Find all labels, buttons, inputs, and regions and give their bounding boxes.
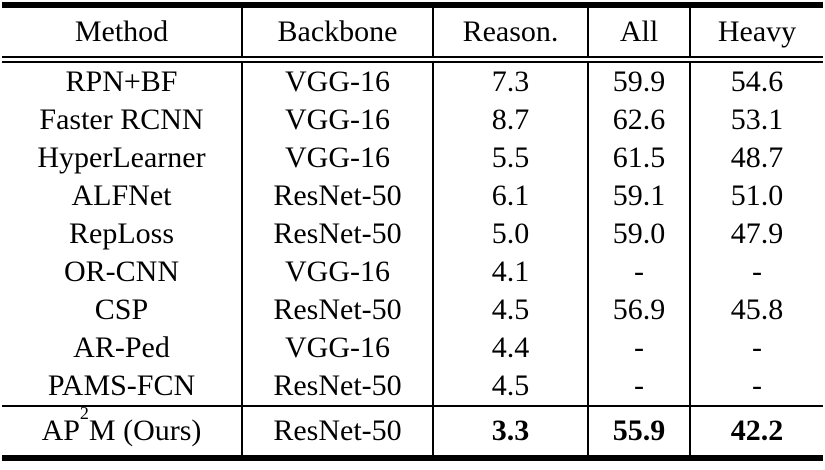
cell-method: RepLoss <box>69 217 174 250</box>
cell-method: Faster RCNN <box>39 103 204 136</box>
cell-all: 55.9 <box>587 405 690 458</box>
cell-reason: 4.1 <box>432 253 588 291</box>
cell-backbone: VGG-16 <box>241 139 433 177</box>
cell-method: OR-CNN <box>63 255 179 288</box>
cell-backbone: VGG-16 <box>241 59 433 101</box>
cell-method: RPN+BF <box>65 65 178 98</box>
cell-heavy: 48.7 <box>689 139 823 177</box>
table-row: HyperLearner VGG-16 5.5 61.5 48.7 <box>2 139 823 177</box>
method-name-superscript: 2 <box>79 406 89 424</box>
cell-heavy: 42.2 <box>689 405 823 458</box>
cell-method: HyperLearner <box>37 141 206 174</box>
col-header-heavy: Heavy <box>689 5 823 63</box>
method-name-base: AP <box>41 414 80 447</box>
cell-backbone: VGG-16 <box>241 253 433 291</box>
cell-reason: 7.3 <box>432 59 588 101</box>
cell-all: 62.6 <box>587 101 690 139</box>
cell-backbone: VGG-16 <box>241 329 433 367</box>
cell-heavy: - <box>689 253 823 291</box>
cell-reason: 4.5 <box>432 291 588 329</box>
cell-all: 56.9 <box>587 291 690 329</box>
cell-reason: 5.5 <box>432 139 588 177</box>
col-header-reason: Reason. <box>432 5 588 63</box>
cell-heavy: 54.6 <box>689 59 823 101</box>
cell-backbone: ResNet-50 <box>241 215 433 253</box>
cell-all: 59.9 <box>587 59 690 101</box>
table-header: Method Backbone Reason. All Heavy <box>2 5 823 63</box>
table-row: RPN+BF VGG-16 7.3 59.9 54.6 <box>2 59 823 101</box>
table-row-ours: AP2M (Ours) ResNet-50 3.3 55.9 42.2 <box>2 405 823 458</box>
method-name-rest: M (Ours) <box>88 414 202 447</box>
cell-backbone: ResNet-50 <box>241 177 433 215</box>
cell-method: PAMS-FCN <box>47 369 196 402</box>
cell-reason: 3.3 <box>432 405 588 458</box>
table-row: RepLoss ResNet-50 5.0 59.0 47.9 <box>2 215 823 253</box>
cell-reason: 6.1 <box>432 177 588 215</box>
cell-backbone: ResNet-50 <box>241 405 433 458</box>
cell-all: - <box>587 367 690 406</box>
col-header-all: All <box>587 5 690 63</box>
cell-heavy: 45.8 <box>689 291 823 329</box>
cell-heavy: 51.0 <box>689 177 823 215</box>
cell-backbone: ResNet-50 <box>241 367 433 406</box>
cell-method: ALFNet <box>71 179 172 212</box>
cell-heavy: 47.9 <box>689 215 823 253</box>
cell-all: - <box>587 253 690 291</box>
cell-heavy: - <box>689 329 823 367</box>
table-body: RPN+BF VGG-16 7.3 59.9 54.6 Faster RCNN … <box>2 59 823 406</box>
cell-all: - <box>587 329 690 367</box>
cell-reason: 4.5 <box>432 367 588 406</box>
cell-backbone: ResNet-50 <box>241 291 433 329</box>
cell-method: AR-Ped <box>73 331 170 364</box>
cell-reason: 8.7 <box>432 101 588 139</box>
cell-reason: 5.0 <box>432 215 588 253</box>
table-row: Faster RCNN VGG-16 8.7 62.6 53.1 <box>2 101 823 139</box>
col-header-backbone: Backbone <box>241 5 433 63</box>
cell-all: 59.1 <box>587 177 690 215</box>
table-row: PAMS-FCN ResNet-50 4.5 - - <box>2 367 823 406</box>
table-row: CSP ResNet-50 4.5 56.9 45.8 <box>2 291 823 329</box>
cell-method: CSP <box>94 293 149 326</box>
results-table: Method Backbone Reason. All Heavy RPN+BF… <box>2 2 823 461</box>
table-row: ALFNet ResNet-50 6.1 59.1 51.0 <box>2 177 823 215</box>
table-row: AR-Ped VGG-16 4.4 - - <box>2 329 823 367</box>
table-final-section: AP2M (Ours) ResNet-50 3.3 55.9 42.2 <box>2 405 823 458</box>
cell-backbone: VGG-16 <box>241 101 433 139</box>
cell-reason: 4.4 <box>432 329 588 367</box>
table-header-row: Method Backbone Reason. All Heavy <box>2 5 823 63</box>
cell-method-ours: AP2M (Ours) <box>2 405 242 458</box>
cell-heavy: - <box>689 367 823 406</box>
cell-all: 59.0 <box>587 215 690 253</box>
cell-all: 61.5 <box>587 139 690 177</box>
table-row: OR-CNN VGG-16 4.1 - - <box>2 253 823 291</box>
cell-heavy: 53.1 <box>689 101 823 139</box>
col-header-method: Method <box>2 5 242 63</box>
